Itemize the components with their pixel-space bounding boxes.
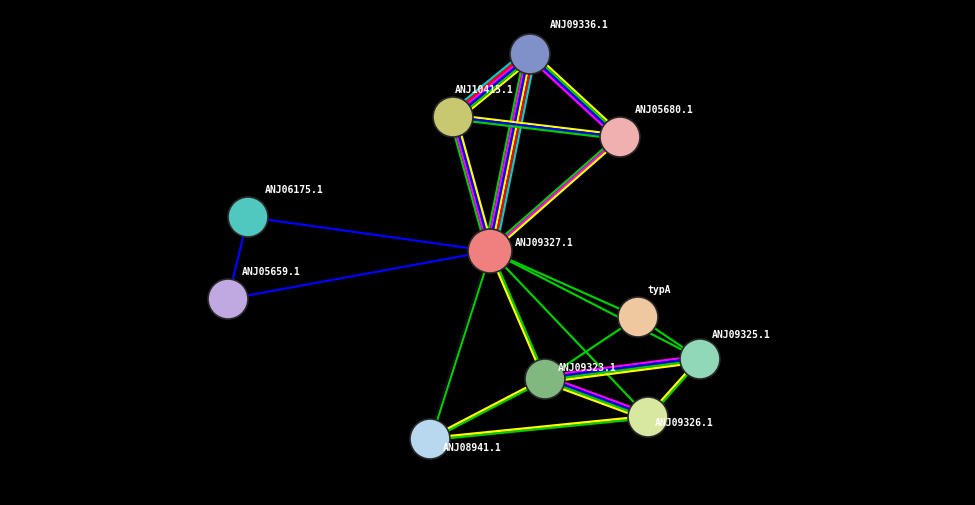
Circle shape (468, 230, 512, 274)
Text: ANJ09325.1: ANJ09325.1 (712, 329, 771, 339)
Text: ANJ06175.1: ANJ06175.1 (265, 185, 324, 194)
Circle shape (618, 297, 658, 337)
Text: ANJ08941.1: ANJ08941.1 (443, 442, 502, 452)
Circle shape (228, 197, 268, 237)
Circle shape (410, 419, 450, 459)
Text: ANJ05680.1: ANJ05680.1 (635, 105, 694, 115)
Circle shape (510, 35, 550, 75)
Circle shape (208, 279, 248, 319)
Circle shape (680, 339, 720, 379)
Text: ANJ09323.1: ANJ09323.1 (558, 362, 617, 372)
Text: ANJ10415.1: ANJ10415.1 (455, 85, 514, 95)
Text: ANJ09326.1: ANJ09326.1 (655, 417, 714, 427)
Circle shape (628, 397, 668, 437)
Text: ANJ05659.1: ANJ05659.1 (242, 267, 300, 276)
Circle shape (600, 118, 640, 158)
Text: typA: typA (648, 284, 672, 294)
Circle shape (433, 98, 473, 138)
Circle shape (525, 359, 565, 399)
Text: ANJ09327.1: ANJ09327.1 (515, 237, 573, 247)
Text: ANJ09336.1: ANJ09336.1 (550, 20, 608, 30)
